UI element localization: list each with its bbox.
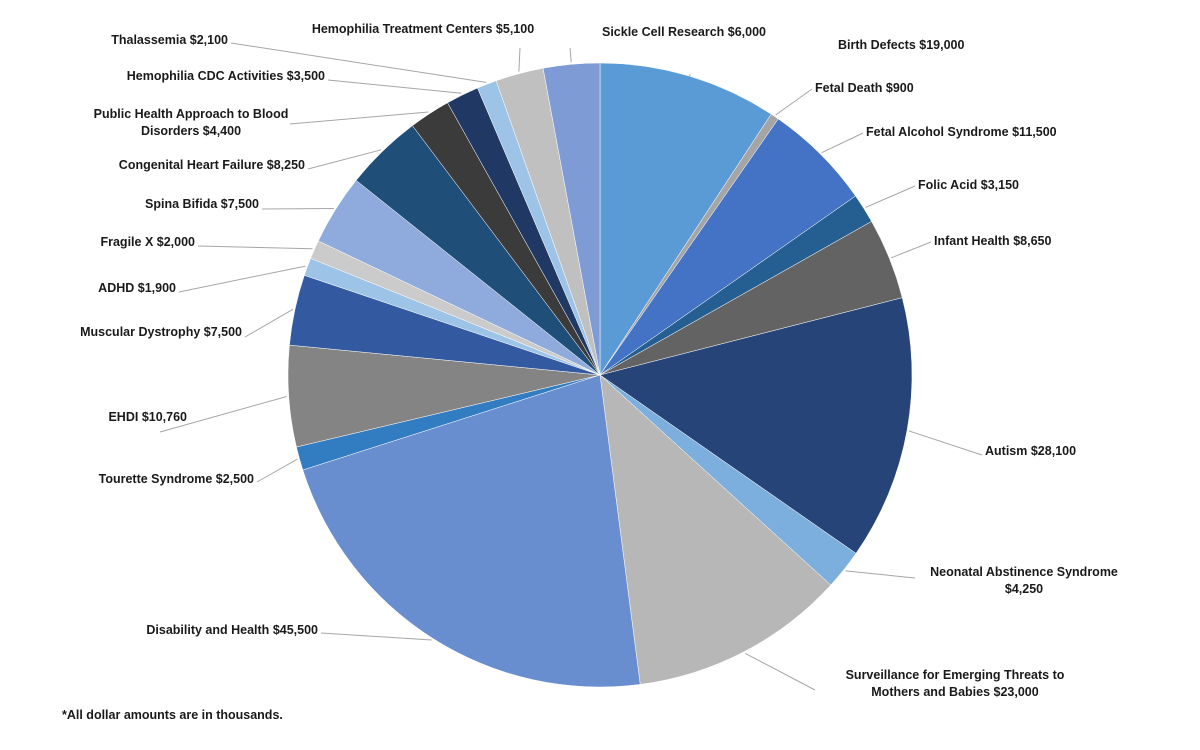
leader-line <box>821 132 864 154</box>
slice-label: Folic Acid $3,150 <box>918 178 1019 192</box>
leader-line <box>197 245 313 250</box>
slice-label: ADHD $1,900 <box>98 281 176 295</box>
pie-slice <box>542 62 601 376</box>
slice-label: Disability and Health $45,500 <box>146 623 318 637</box>
slice-label: Hemophilia Treatment Centers $5,100 <box>311 22 535 36</box>
leader-line <box>178 265 306 293</box>
leader-line <box>261 207 334 210</box>
leader-line <box>569 47 572 63</box>
leader-line <box>908 430 983 456</box>
slice-label: Congenital Heart Failure $8,250 <box>118 158 305 172</box>
leader-line <box>327 79 462 94</box>
slice-label: Surveillance for Emerging Threats to Mot… <box>845 668 1065 699</box>
slice-label: EHDI $10,760 <box>108 410 187 424</box>
leader-line <box>320 632 432 641</box>
slice-label: Infant Health $8,650 <box>934 234 1052 248</box>
pie-slice <box>599 374 832 685</box>
leader-line <box>244 308 294 338</box>
slice-label: Hemophilia CDC Activities $3,500 <box>126 69 325 83</box>
slice-label: Neonatal Abstinence Syndrome $4,250 <box>930 565 1118 596</box>
pie-slice <box>599 62 772 376</box>
slice-label: Public Health Approach to Blood Disorder… <box>93 107 289 138</box>
slice-label: Fetal Death $900 <box>815 81 914 95</box>
leader-line <box>256 458 298 483</box>
slice-label: Sickle Cell Research $6,000 <box>602 25 767 39</box>
slice-label: Fetal Alcohol Syndrome $11,500 <box>866 125 1057 139</box>
pie-slice <box>599 297 913 554</box>
pie-slice <box>302 374 641 688</box>
leader-line <box>230 42 487 83</box>
slice-label: Birth Defects $19,000 <box>838 38 965 52</box>
slice-label: Muscular Dystrophy $7,500 <box>80 325 242 339</box>
slice-label: Thalassemia $2,100 <box>111 33 228 47</box>
leader-line <box>289 111 429 125</box>
leader-line <box>159 396 287 433</box>
leader-line <box>845 570 916 579</box>
leader-line <box>518 47 521 72</box>
slice-label: Spina Bifida $7,500 <box>145 197 259 211</box>
leader-line <box>775 88 813 116</box>
leader-line <box>891 241 932 259</box>
leader-line <box>307 149 382 170</box>
slice-label: Tourette Syndrome $2,500 <box>98 472 254 486</box>
slice-label: Autism $28,100 <box>985 444 1077 458</box>
footnote: *All dollar amounts are in thousands. <box>62 708 283 722</box>
slice-label: Fragile X $2,000 <box>100 235 195 249</box>
leader-line <box>865 185 916 208</box>
leader-line <box>744 652 816 691</box>
